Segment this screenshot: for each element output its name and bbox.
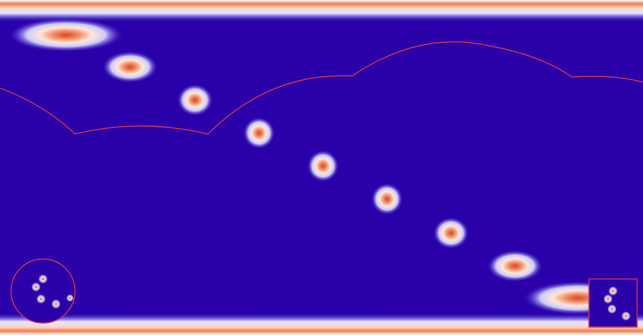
blob-2 — [102, 51, 158, 83]
minimap-blob — [607, 304, 617, 314]
square-minimap[interactable] — [588, 278, 638, 328]
top-edge-band — [0, 0, 643, 22]
blob-6 — [371, 183, 403, 215]
blob-8 — [487, 250, 543, 282]
minimap-blob — [38, 274, 48, 284]
minimap-blob — [51, 299, 61, 309]
blob-1 — [8, 18, 124, 52]
circular-minimap[interactable] — [10, 258, 76, 324]
minimap-circle-frame — [10, 258, 76, 324]
bottom-edge-band — [0, 313, 643, 335]
minimap-blob — [66, 294, 74, 302]
blob-7 — [433, 217, 469, 249]
blob-4 — [243, 117, 275, 149]
minimap-blob — [31, 282, 41, 292]
minimap-blob — [36, 294, 46, 304]
minimap-blob — [621, 311, 631, 321]
blob-3 — [177, 84, 213, 116]
blob-5 — [307, 150, 339, 182]
minimap-blob — [608, 286, 618, 296]
minimap-blob — [603, 294, 613, 304]
boundary-curve — [0, 41, 643, 135]
